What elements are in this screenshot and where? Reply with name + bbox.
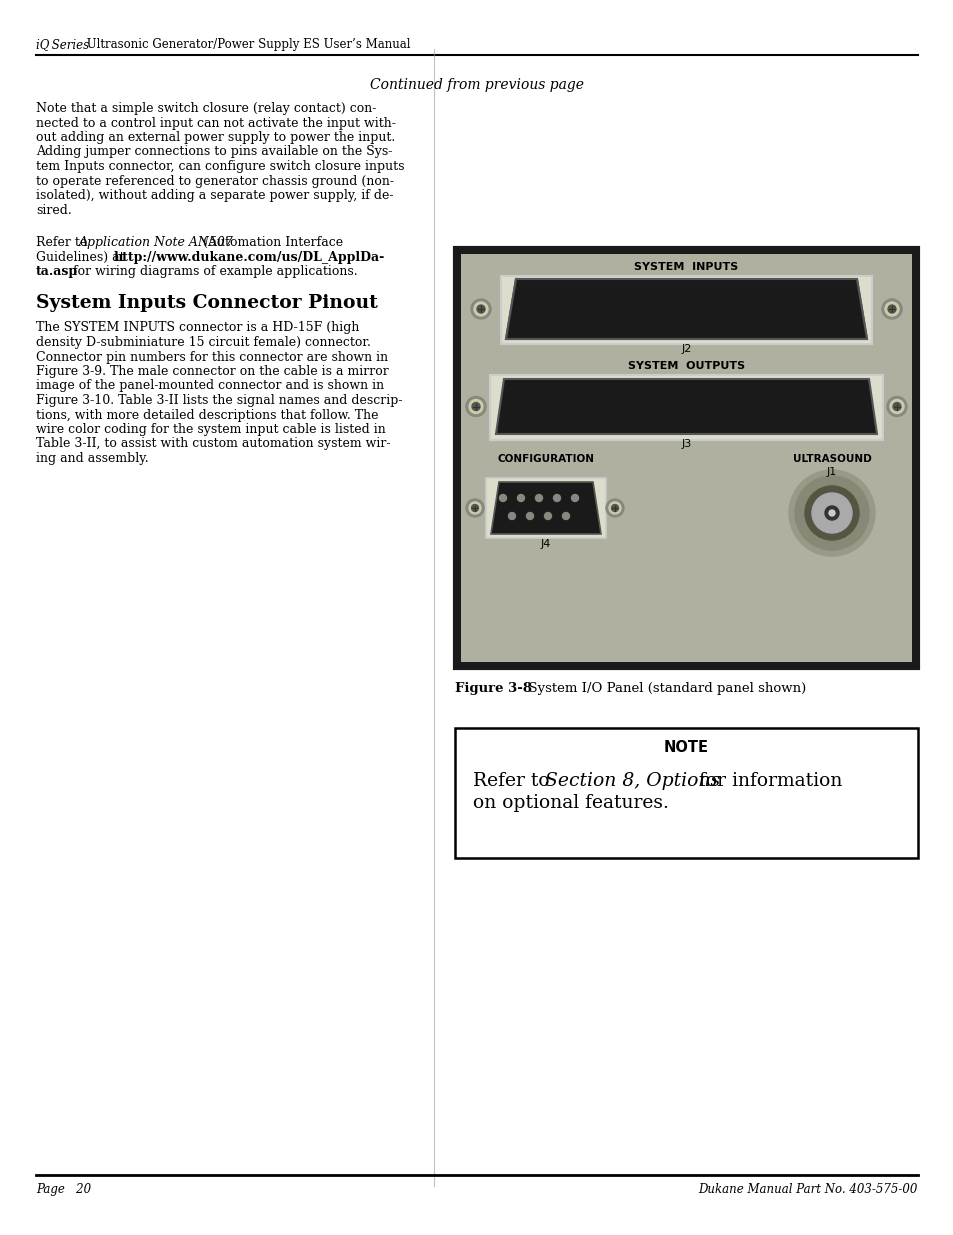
Circle shape [571, 494, 578, 501]
Circle shape [465, 396, 485, 416]
Circle shape [469, 501, 480, 514]
Circle shape [804, 487, 858, 540]
Text: SYSTEM  INPUTS: SYSTEM INPUTS [634, 262, 738, 272]
Text: Guidelines) at: Guidelines) at [36, 251, 129, 263]
Text: System I/O Panel (standard panel shown): System I/O Panel (standard panel shown) [519, 682, 805, 695]
Text: Note that a simple switch closure (relay contact) con-: Note that a simple switch closure (relay… [36, 103, 376, 115]
Circle shape [517, 494, 524, 501]
Circle shape [828, 510, 834, 516]
Circle shape [476, 305, 484, 312]
Polygon shape [496, 379, 876, 433]
Text: Figure 3-10. Table 3-II lists the signal names and descrip-: Figure 3-10. Table 3-II lists the signal… [36, 394, 402, 408]
Circle shape [471, 505, 478, 511]
Text: The SYSTEM INPUTS connector is a HD-15F (high: The SYSTEM INPUTS connector is a HD-15F … [36, 321, 359, 335]
Text: Section 8, Options: Section 8, Options [544, 772, 720, 790]
Circle shape [889, 399, 903, 414]
Circle shape [811, 493, 851, 534]
Text: http://www.dukane.com/us/DL_ApplDa-: http://www.dukane.com/us/DL_ApplDa- [113, 251, 385, 263]
Text: CONFIGURATION: CONFIGURATION [497, 454, 594, 464]
Text: for wiring diagrams of example applications.: for wiring diagrams of example applicati… [69, 266, 357, 278]
Circle shape [474, 303, 488, 316]
Text: ing and assembly.: ing and assembly. [36, 452, 149, 466]
Text: (Automation Interface: (Automation Interface [199, 236, 343, 249]
Circle shape [887, 305, 895, 312]
Circle shape [465, 499, 483, 517]
Text: Refer to: Refer to [473, 772, 555, 790]
Circle shape [544, 513, 551, 520]
Text: ta.asp: ta.asp [36, 266, 78, 278]
Text: on optional features.: on optional features. [473, 794, 668, 811]
Text: Refer to: Refer to [36, 236, 91, 249]
Text: nected to a control input can not activate the input with-: nected to a control input can not activa… [36, 116, 395, 130]
Bar [500, 275, 871, 345]
Text: Application Note AN507: Application Note AN507 [79, 236, 233, 249]
Text: NOTE: NOTE [663, 740, 708, 755]
Circle shape [788, 471, 874, 556]
Bar [455, 248, 917, 668]
Text: tem Inputs connector, can configure switch closure inputs: tem Inputs connector, can configure swit… [36, 161, 404, 173]
Circle shape [892, 403, 900, 410]
Circle shape [608, 501, 620, 514]
Text: Table 3-II, to assist with custom automation system wir-: Table 3-II, to assist with custom automa… [36, 437, 390, 451]
Polygon shape [505, 279, 866, 338]
Circle shape [794, 475, 868, 550]
Circle shape [824, 506, 838, 520]
Text: SYSTEM  OUTPUTS: SYSTEM OUTPUTS [627, 361, 744, 370]
Text: isolated), without adding a separate power supply, if de-: isolated), without adding a separate pow… [36, 189, 393, 203]
Bar [460, 254, 911, 662]
Bar [485, 478, 605, 538]
Circle shape [471, 299, 491, 319]
Circle shape [884, 303, 898, 316]
Text: iQ Series: iQ Series [36, 38, 89, 51]
Text: ULTRASOUND: ULTRASOUND [792, 454, 870, 464]
Circle shape [526, 513, 533, 520]
Text: Figure 3-8: Figure 3-8 [455, 682, 532, 695]
Text: to operate referenced to generator chassis ground (non-: to operate referenced to generator chass… [36, 174, 394, 188]
Circle shape [611, 505, 618, 511]
Circle shape [886, 396, 906, 416]
Circle shape [535, 494, 542, 501]
Text: out adding an external power supply to power the input.: out adding an external power supply to p… [36, 131, 395, 144]
Text: tions, with more detailed descriptions that follow. The: tions, with more detailed descriptions t… [36, 409, 378, 421]
Text: wire color coding for the system input cable is listed in: wire color coding for the system input c… [36, 424, 385, 436]
Circle shape [553, 494, 560, 501]
Text: Figure 3-9. The male connector on the cable is a mirror: Figure 3-9. The male connector on the ca… [36, 366, 388, 378]
Bar [490, 375, 882, 440]
Text: Page   20: Page 20 [36, 1183, 91, 1195]
Text: Connector pin numbers for this connector are shown in: Connector pin numbers for this connector… [36, 351, 388, 363]
Text: Continued from previous page: Continued from previous page [370, 78, 583, 91]
Polygon shape [491, 482, 600, 534]
Polygon shape [505, 279, 866, 338]
Text: J3: J3 [680, 438, 691, 450]
Text: Adding jumper connections to pins available on the Sys-: Adding jumper connections to pins availa… [36, 146, 392, 158]
Text: J4: J4 [540, 538, 551, 550]
Circle shape [472, 403, 479, 410]
Text: System Inputs Connector Pinout: System Inputs Connector Pinout [36, 294, 377, 311]
Bar [455, 727, 917, 858]
Text: J2: J2 [680, 345, 691, 354]
Circle shape [605, 499, 623, 517]
Text: J1: J1 [826, 467, 836, 477]
Circle shape [508, 513, 515, 520]
Text: sired.: sired. [36, 204, 71, 216]
Text: density D-subminiature 15 circuit female) connector.: density D-subminiature 15 circuit female… [36, 336, 371, 350]
Text: Dukane Manual Part No. 403-575-00: Dukane Manual Part No. 403-575-00 [698, 1183, 917, 1195]
Circle shape [499, 494, 506, 501]
Circle shape [882, 299, 901, 319]
Text: image of the panel-mounted connector and is shown in: image of the panel-mounted connector and… [36, 379, 384, 393]
Circle shape [562, 513, 569, 520]
Text: for information: for information [692, 772, 841, 790]
Circle shape [469, 399, 482, 414]
Text: Ultrasonic Generator/Power Supply ES User’s Manual: Ultrasonic Generator/Power Supply ES Use… [83, 38, 410, 51]
